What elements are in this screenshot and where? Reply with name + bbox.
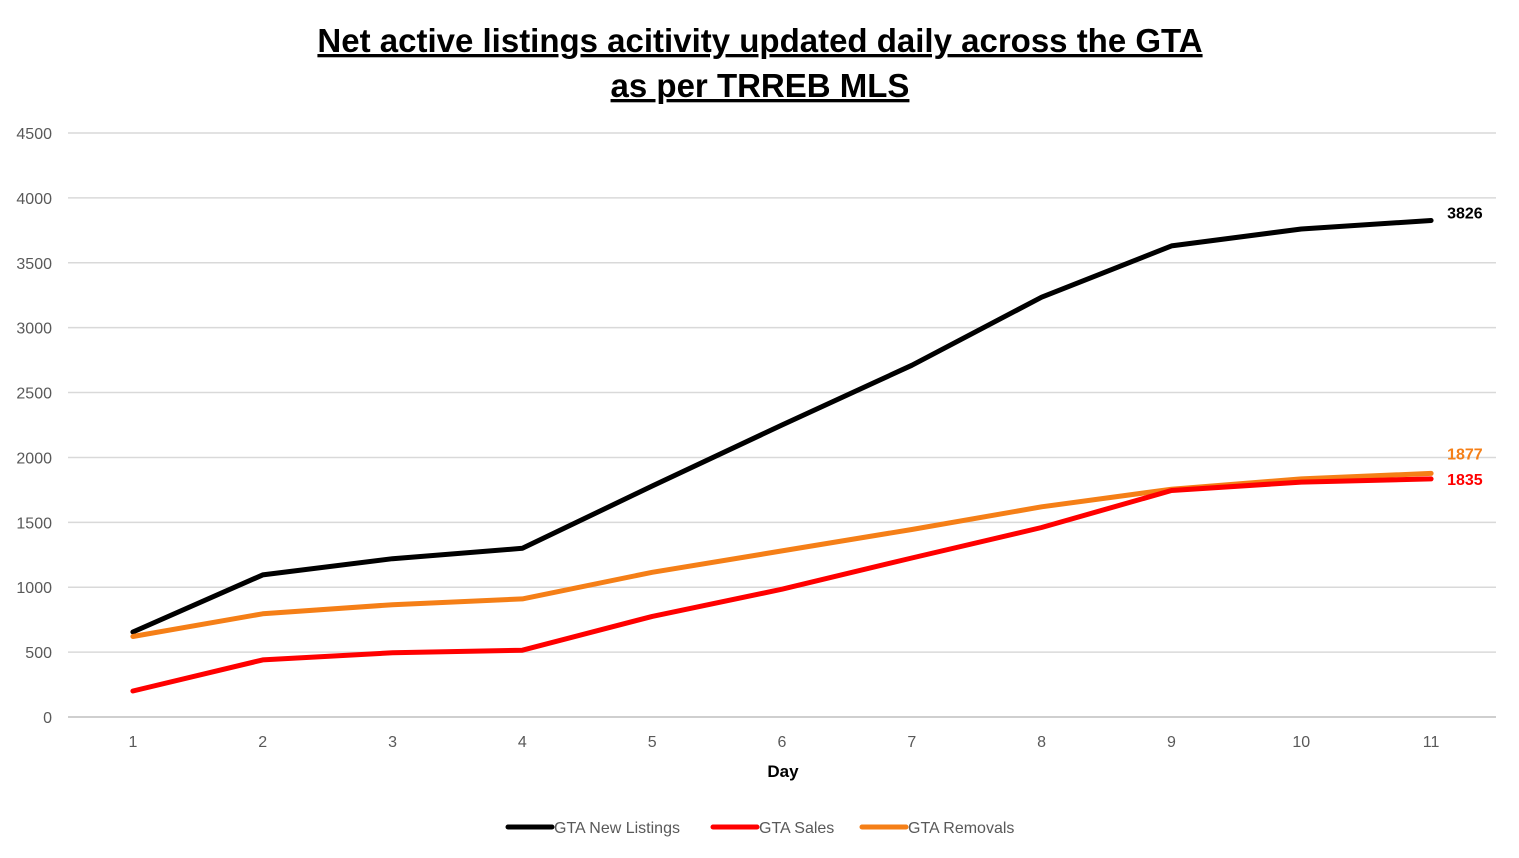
y-tick-label: 500 [25,645,52,662]
gridlines [68,132,1496,718]
x-tick-label: 11 [1423,734,1440,751]
y-tick-label: 1000 [16,580,52,597]
legend-item: GTA Removals [859,820,1014,837]
x-tick-label: 8 [1037,734,1046,751]
series-line-gta-new-listings [130,218,1434,635]
y-axis-ticks: 0 500 1000 1500 2000 2500 3000 3500 4000 4500 [16,126,52,727]
x-tick-label: 7 [907,734,916,751]
legend-item: GTA Sales [710,820,834,837]
y-tick-label: 2500 [16,386,52,403]
y-tick-label: 0 [43,710,52,727]
x-tick-label: 4 [518,734,527,751]
x-axis-label: Day [767,762,799,781]
x-tick-label: 1 [128,734,137,751]
x-tick-label: 10 [1292,734,1310,751]
x-tick-label: 9 [1167,734,1176,751]
y-tick-label: 3000 [16,321,52,338]
x-axis-ticks: 1 2 3 4 5 6 7 8 9 10 11 [128,734,1439,751]
legend: GTA New Listings GTA Sales GTA Removals [505,820,1014,837]
x-tick-label: 6 [778,734,787,751]
legend-label: GTA Sales [759,820,834,837]
y-tick-label: 1500 [16,515,52,532]
end-value-label: 3826 [1447,205,1483,222]
series-lines [130,218,1434,694]
legend-label: GTA Removals [908,820,1014,837]
series-line-gta-sales [130,476,1434,694]
legend-label: GTA New Listings [554,820,680,837]
series-line-gta-removals [130,470,1434,639]
legend-item: GTA New Listings [505,820,680,837]
end-value-labels: 3826 1835 1877 [1447,205,1483,488]
y-tick-label: 4000 [16,191,52,208]
y-tick-label: 3500 [16,256,52,273]
x-tick-label: 3 [388,734,397,751]
y-tick-label: 4500 [16,126,52,143]
x-tick-label: 2 [258,734,267,751]
end-value-label: 1877 [1447,446,1483,463]
x-tick-label: 5 [648,734,657,751]
end-value-label: 1835 [1447,472,1483,489]
y-tick-label: 2000 [16,450,52,467]
chart-title-line: as per TRREB MLS [611,67,910,104]
chart-title-line: Net active listings acitivity updated da… [317,22,1202,59]
chart-title: Net active listings acitivity updated da… [317,22,1202,104]
